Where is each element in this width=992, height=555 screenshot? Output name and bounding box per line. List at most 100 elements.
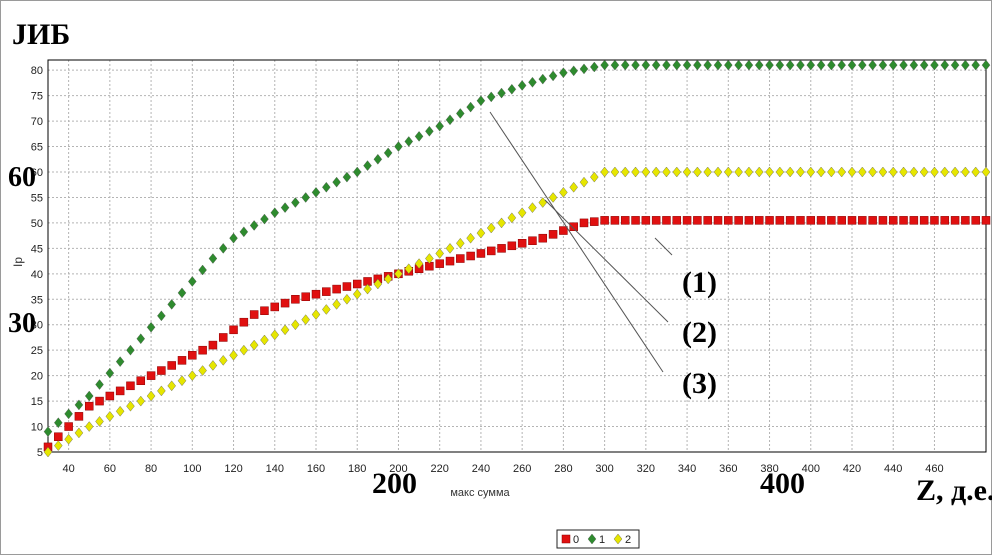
point-series-2 [126, 400, 135, 412]
point-series-0 [961, 216, 970, 225]
y-tick-label: 10 [31, 422, 43, 434]
point-series-1 [517, 80, 527, 91]
point-series-1 [373, 153, 383, 165]
point-series-0 [837, 216, 846, 225]
point-series-1 [847, 59, 857, 71]
point-series-1 [394, 141, 403, 152]
point-series-1 [579, 63, 589, 75]
point-series-2 [569, 181, 578, 193]
point-series-0 [497, 244, 506, 253]
point-series-0 [703, 216, 712, 225]
legend-marker-0 [561, 534, 571, 544]
point-series-0 [188, 351, 197, 360]
x-tick-label: 280 [554, 463, 572, 475]
point-series-1 [765, 59, 774, 71]
point-series-2 [940, 166, 950, 178]
point-series-0 [950, 216, 960, 225]
point-series-2 [342, 293, 352, 305]
point-series-2 [311, 309, 321, 320]
point-series-1 [744, 59, 754, 71]
x-tick-label: 380 [760, 463, 778, 475]
point-series-2 [54, 440, 63, 451]
point-series-0 [486, 246, 496, 256]
y-axis-label: Ip [11, 257, 25, 267]
point-series-0 [971, 216, 980, 225]
y-tick-label: 40 [31, 269, 43, 281]
point-series-0 [74, 412, 84, 421]
point-series-0 [105, 391, 115, 401]
point-series-1 [115, 356, 125, 367]
point-series-1 [301, 192, 310, 203]
point-series-2 [352, 288, 362, 300]
point-series-2 [425, 253, 434, 264]
point-series-2 [827, 166, 836, 178]
point-series-1 [672, 59, 682, 71]
point-series-2 [868, 166, 877, 178]
point-series-0 [713, 216, 723, 225]
legend-label-1: 1 [599, 534, 605, 546]
point-series-1 [167, 299, 176, 310]
point-series-2 [260, 334, 269, 346]
y-tick-label: 65 [31, 142, 43, 154]
point-series-2 [322, 304, 331, 315]
leader-line-1 [654, 237, 673, 256]
x-axis-title: Z, д.е. [916, 474, 992, 507]
x-tick-label: 360 [719, 463, 737, 475]
point-series-2 [651, 166, 661, 178]
point-series-2 [528, 202, 537, 213]
point-series-0 [208, 340, 218, 350]
point-series-1 [486, 91, 496, 103]
point-series-1 [476, 95, 486, 107]
x-tick-label: 120 [224, 463, 242, 475]
point-series-2 [981, 166, 991, 178]
point-series-2 [744, 166, 754, 178]
point-series-1 [208, 253, 218, 264]
point-series-2 [847, 166, 857, 178]
point-series-2 [249, 339, 259, 351]
y-tick-label: 20 [31, 371, 43, 383]
point-series-0 [775, 216, 785, 225]
x-tick-label: 80 [145, 463, 157, 475]
point-series-2 [734, 166, 743, 178]
point-series-2 [919, 166, 929, 178]
point-series-2 [878, 166, 888, 178]
point-series-1 [950, 59, 960, 71]
point-series-0 [682, 216, 692, 225]
point-series-2 [435, 248, 444, 259]
x-tick-labels: 40 60 80 100 120 140 160 180 200 220 240 260 280 300 3… [62, 463, 943, 475]
point-series-2 [899, 166, 908, 178]
point-series-0 [146, 371, 156, 380]
point-series-2 [177, 375, 187, 387]
point-series-0 [930, 216, 939, 225]
point-series-1 [105, 367, 115, 379]
point-series-1 [342, 171, 352, 183]
point-series-2 [765, 166, 774, 178]
point-series-0 [528, 236, 537, 245]
point-series-2 [373, 278, 383, 290]
y-tick-label: 15 [31, 396, 43, 408]
point-series-2 [548, 192, 558, 203]
x-tick-label: 300 [595, 463, 613, 475]
curve-label-1: (1) [682, 266, 717, 299]
point-series-2 [662, 166, 671, 178]
point-series-0 [672, 216, 682, 225]
point-series-2 [198, 365, 207, 376]
point-series-0 [806, 216, 816, 225]
point-series-1 [239, 226, 249, 238]
point-series-1 [198, 264, 207, 276]
point-series-2 [301, 314, 310, 325]
point-series-0 [651, 216, 661, 225]
point-series-0 [878, 216, 888, 225]
point-series-1 [548, 70, 558, 82]
y-tick-label: 60 [31, 167, 43, 179]
point-series-2 [95, 416, 104, 427]
point-series-1 [837, 59, 846, 71]
x-tick-label: 440 [884, 463, 902, 475]
y-tick-label: 5 [37, 447, 43, 459]
point-series-2 [600, 166, 609, 178]
point-series-0 [734, 216, 743, 225]
point-series-2 [971, 166, 980, 178]
point-series-0 [177, 356, 187, 365]
y-tick-label: 35 [31, 294, 43, 306]
